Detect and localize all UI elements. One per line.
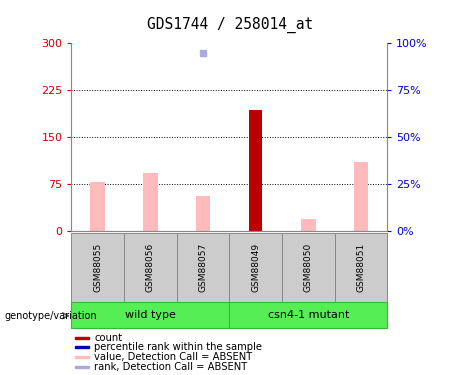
Bar <box>75 337 89 339</box>
Bar <box>282 232 335 302</box>
Text: GSM88056: GSM88056 <box>146 243 155 292</box>
Text: rank, Detection Call = ABSENT: rank, Detection Call = ABSENT <box>95 362 248 372</box>
Bar <box>195 196 210 231</box>
Text: csn4-1 mutant: csn4-1 mutant <box>267 310 349 320</box>
Bar <box>354 162 368 231</box>
Text: genotype/variation: genotype/variation <box>5 311 97 321</box>
Text: GDS1744 / 258014_at: GDS1744 / 258014_at <box>148 17 313 33</box>
Text: percentile rank within the sample: percentile rank within the sample <box>95 342 262 352</box>
Bar <box>90 182 105 231</box>
Bar <box>124 232 177 302</box>
Bar <box>301 219 316 231</box>
Bar <box>71 232 124 302</box>
Bar <box>75 366 89 368</box>
Text: GSM88049: GSM88049 <box>251 243 260 292</box>
Text: value, Detection Call = ABSENT: value, Detection Call = ABSENT <box>95 352 253 362</box>
Bar <box>75 356 89 358</box>
Text: GSM88051: GSM88051 <box>356 243 366 292</box>
Text: GSM88057: GSM88057 <box>199 243 207 292</box>
Bar <box>229 232 282 302</box>
Bar <box>71 302 230 328</box>
Bar <box>177 232 229 302</box>
Bar <box>249 110 262 231</box>
Bar <box>75 346 89 348</box>
Text: GSM88050: GSM88050 <box>304 243 313 292</box>
Text: wild type: wild type <box>125 310 176 320</box>
Text: GSM88055: GSM88055 <box>93 243 102 292</box>
Bar <box>229 302 387 328</box>
Bar <box>335 232 387 302</box>
Bar <box>143 173 158 231</box>
Text: count: count <box>95 333 123 343</box>
